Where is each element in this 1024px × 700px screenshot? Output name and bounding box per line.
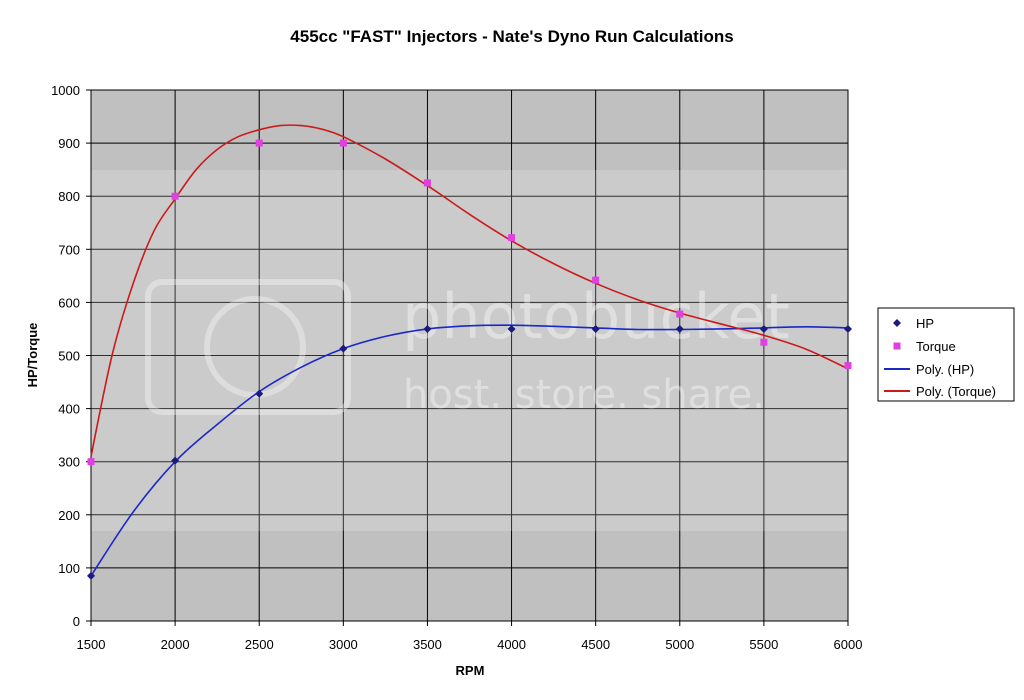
series xyxy=(87,124,852,580)
legend-label-poly-torque: Poly. (Torque) xyxy=(916,384,996,399)
gridlines xyxy=(91,90,848,621)
torque-point xyxy=(339,139,347,147)
x-tick-label: 2500 xyxy=(245,637,274,652)
watermark: photobucket host. store. share. xyxy=(0,170,1024,531)
torque-point xyxy=(171,192,179,200)
hp-point xyxy=(87,571,95,580)
legend-label-torque: Torque xyxy=(916,339,956,354)
watermark-line-1: photobucket xyxy=(402,280,790,353)
x-tick-label: 4500 xyxy=(581,637,610,652)
x-tick-label: 1500 xyxy=(77,637,106,652)
torque-point xyxy=(592,276,600,284)
y-tick-label: 400 xyxy=(58,402,80,417)
hp-point xyxy=(339,344,348,353)
y-tick-label: 1000 xyxy=(51,83,80,98)
torque-point xyxy=(760,338,768,346)
trendline-poly-hp xyxy=(90,324,849,577)
y-tick-label: 100 xyxy=(58,561,80,576)
x-tick-label: 6000 xyxy=(834,637,863,652)
watermark-band xyxy=(0,170,1024,531)
hp-point xyxy=(591,324,600,333)
torque-point xyxy=(255,139,263,147)
torque-point xyxy=(676,310,684,318)
torque-point xyxy=(423,179,431,187)
legend-swatch-hp xyxy=(893,319,901,327)
legend-label-hp: HP xyxy=(916,316,934,331)
y-axis-label: HP/Torque xyxy=(25,323,40,388)
y-tick-label: 900 xyxy=(58,136,80,151)
x-axis-label: RPM xyxy=(456,663,485,678)
hp-point xyxy=(675,324,684,333)
legend-swatch-torque xyxy=(893,342,901,350)
hp-point xyxy=(844,324,852,333)
legend-label-poly-hp: Poly. (HP) xyxy=(916,362,974,377)
y-tick-label: 700 xyxy=(58,242,80,257)
axes: 0 100 200 300 400 500 600 700 800 900 1000 1500 2000… xyxy=(51,83,862,652)
chart-title: 455cc "FAST" Injectors - Nate's Dyno Run… xyxy=(290,27,733,46)
watermark-line-2: host. store. share. xyxy=(403,372,765,418)
hp-point xyxy=(507,324,516,333)
x-tick-label: 3500 xyxy=(413,637,442,652)
y-tick-label: 0 xyxy=(73,614,80,629)
torque-point xyxy=(508,234,516,242)
x-tick-label: 5500 xyxy=(749,637,778,652)
legend-box xyxy=(877,307,1015,402)
hp-point xyxy=(171,456,180,465)
y-tick-label: 200 xyxy=(58,508,80,523)
x-tick-label: 4000 xyxy=(497,637,526,652)
x-tick-label: 2000 xyxy=(161,637,190,652)
y-tick-label: 600 xyxy=(58,295,80,310)
torque-point xyxy=(87,458,95,466)
y-tick-label: 800 xyxy=(58,189,80,204)
x-tick-label: 3000 xyxy=(329,637,358,652)
hp-point xyxy=(255,389,264,398)
torque-point xyxy=(844,362,852,370)
legend: HP Torque Poly. (HP) Poly. (Torque) xyxy=(877,307,1015,402)
hp-point xyxy=(759,324,768,333)
x-tick-label: 5000 xyxy=(665,637,694,652)
hp-point xyxy=(423,324,432,333)
y-tick-label: 300 xyxy=(58,455,80,470)
y-tick-label: 500 xyxy=(58,349,80,364)
